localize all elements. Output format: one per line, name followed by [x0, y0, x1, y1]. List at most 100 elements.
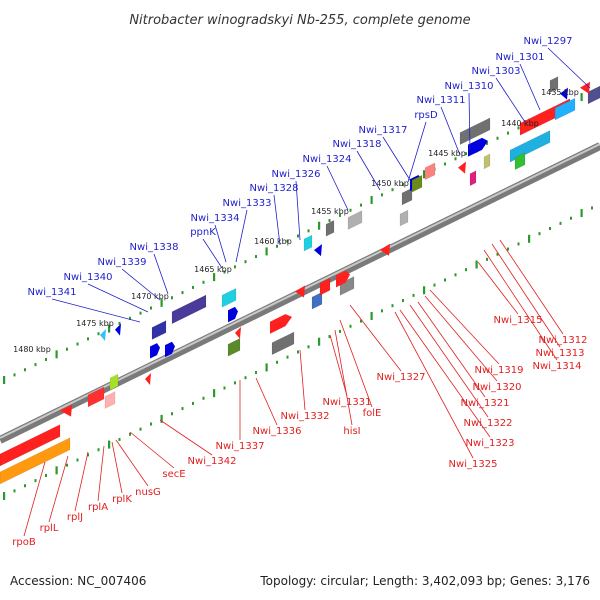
gene-arrowhead — [145, 372, 151, 385]
tick-mark — [234, 265, 236, 269]
kbp-label: 1460 kbp — [254, 237, 292, 246]
tick-mark — [118, 437, 121, 441]
kbp-label: 1435 kbp — [541, 88, 579, 97]
leader-line — [477, 261, 519, 315]
gene-label: Nwi_1301 — [496, 52, 545, 63]
gene-label: ppnK — [190, 227, 216, 238]
leader-line — [153, 253, 169, 295]
tick-mark — [318, 221, 321, 230]
gene-feature — [459, 117, 491, 146]
leader-line — [483, 249, 558, 361]
tick-mark — [517, 126, 520, 130]
gene-label: Nwi_1310 — [445, 81, 494, 92]
leader-line — [339, 319, 373, 408]
tick-mark — [87, 337, 89, 341]
gene-label: Nwi_1312 — [539, 335, 588, 346]
gene-label: Nwi_1332 — [281, 411, 330, 422]
leader-line — [329, 334, 348, 397]
leader-line — [326, 165, 349, 211]
tick-mark — [223, 270, 226, 274]
leader-line — [51, 298, 141, 323]
leader-line — [382, 136, 411, 181]
tick-mark — [444, 278, 446, 282]
tick-mark — [580, 209, 583, 218]
leader-line — [121, 268, 161, 301]
tick-mark — [45, 473, 47, 477]
gene-label: Nwi_1323 — [466, 438, 515, 449]
tick-mark — [223, 386, 226, 390]
leader-line — [440, 106, 461, 156]
gene-feature — [109, 373, 119, 391]
leader-line — [519, 63, 541, 111]
gene-label: Nwi_1341 — [28, 287, 77, 298]
tick-mark — [423, 170, 426, 179]
gene-label: Nwi_1311 — [417, 95, 466, 106]
tick-mark — [13, 489, 16, 493]
gene-label: rplK — [112, 494, 132, 505]
tick-mark — [360, 319, 362, 323]
gene-labels: Nwi_1297 Nwi_1301 Nwi_1303 Nwi_1310 Nwi_1311… — [12, 36, 587, 548]
tick-mark — [24, 484, 26, 488]
gene-label: Nwi_1328 — [250, 183, 299, 194]
gene-label: rplL — [40, 523, 59, 534]
tick-mark — [265, 363, 268, 372]
tick-mark — [265, 247, 268, 256]
tick-mark — [465, 152, 467, 156]
tick-mark — [276, 244, 278, 248]
tick-mark — [496, 136, 499, 140]
gene-arrowhead — [560, 87, 568, 100]
tick-mark — [559, 221, 562, 225]
leader-line — [129, 431, 175, 469]
tick-mark — [349, 208, 352, 212]
leader-line — [499, 239, 564, 335]
tick-mark — [66, 463, 68, 467]
tick-mark — [171, 412, 173, 416]
gene-arrowhead — [380, 243, 390, 256]
gene-label: Nwi_1336 — [253, 426, 302, 437]
tick-mark — [150, 306, 152, 310]
gene-feature — [87, 386, 105, 408]
tick-mark — [391, 188, 394, 192]
leader-line — [295, 180, 301, 241]
tick-mark — [76, 342, 79, 346]
gene-feature — [554, 97, 576, 121]
tick-mark — [496, 252, 499, 256]
tick-mark — [591, 206, 593, 210]
tick-mark — [76, 458, 79, 462]
tick-mark — [444, 162, 446, 166]
gene-label: Nwi_1333 — [223, 198, 272, 209]
tick-mark — [139, 427, 142, 431]
gene-label: Nwi_1324 — [303, 154, 352, 165]
tick-mark — [339, 329, 341, 333]
tick-mark — [570, 216, 572, 220]
gene-label: Nwi_1320 — [473, 382, 522, 393]
gene-arrow — [468, 137, 488, 157]
gene-arrowhead — [100, 329, 106, 341]
kbp-label: 1470 kbp — [131, 292, 169, 301]
tick-mark — [244, 376, 247, 380]
tick-mark — [465, 268, 467, 272]
tick-mark — [139, 311, 142, 315]
tick-mark — [202, 280, 205, 284]
gene-feature — [399, 209, 409, 227]
leader-line — [356, 150, 381, 191]
gene-label: Nwi_1319 — [475, 365, 524, 376]
gene-label: Nwi_1334 — [191, 213, 240, 224]
tick-mark — [517, 242, 520, 246]
gene-feature — [514, 152, 526, 171]
tick-mark — [339, 213, 341, 217]
tick-mark — [55, 350, 58, 359]
tick-mark — [213, 273, 216, 282]
gene-feature — [104, 391, 116, 409]
tick-mark — [45, 357, 47, 361]
tick-mark — [34, 479, 37, 483]
gene-feature — [171, 294, 207, 325]
gene-arrowhead — [60, 404, 72, 417]
tick-mark — [486, 141, 488, 145]
gene-label: folE — [363, 408, 382, 419]
tick-mark — [433, 283, 436, 287]
gene-feature — [509, 130, 551, 163]
gene-arrow — [270, 314, 292, 334]
tick-mark — [118, 321, 121, 325]
gene-feature — [549, 76, 559, 93]
